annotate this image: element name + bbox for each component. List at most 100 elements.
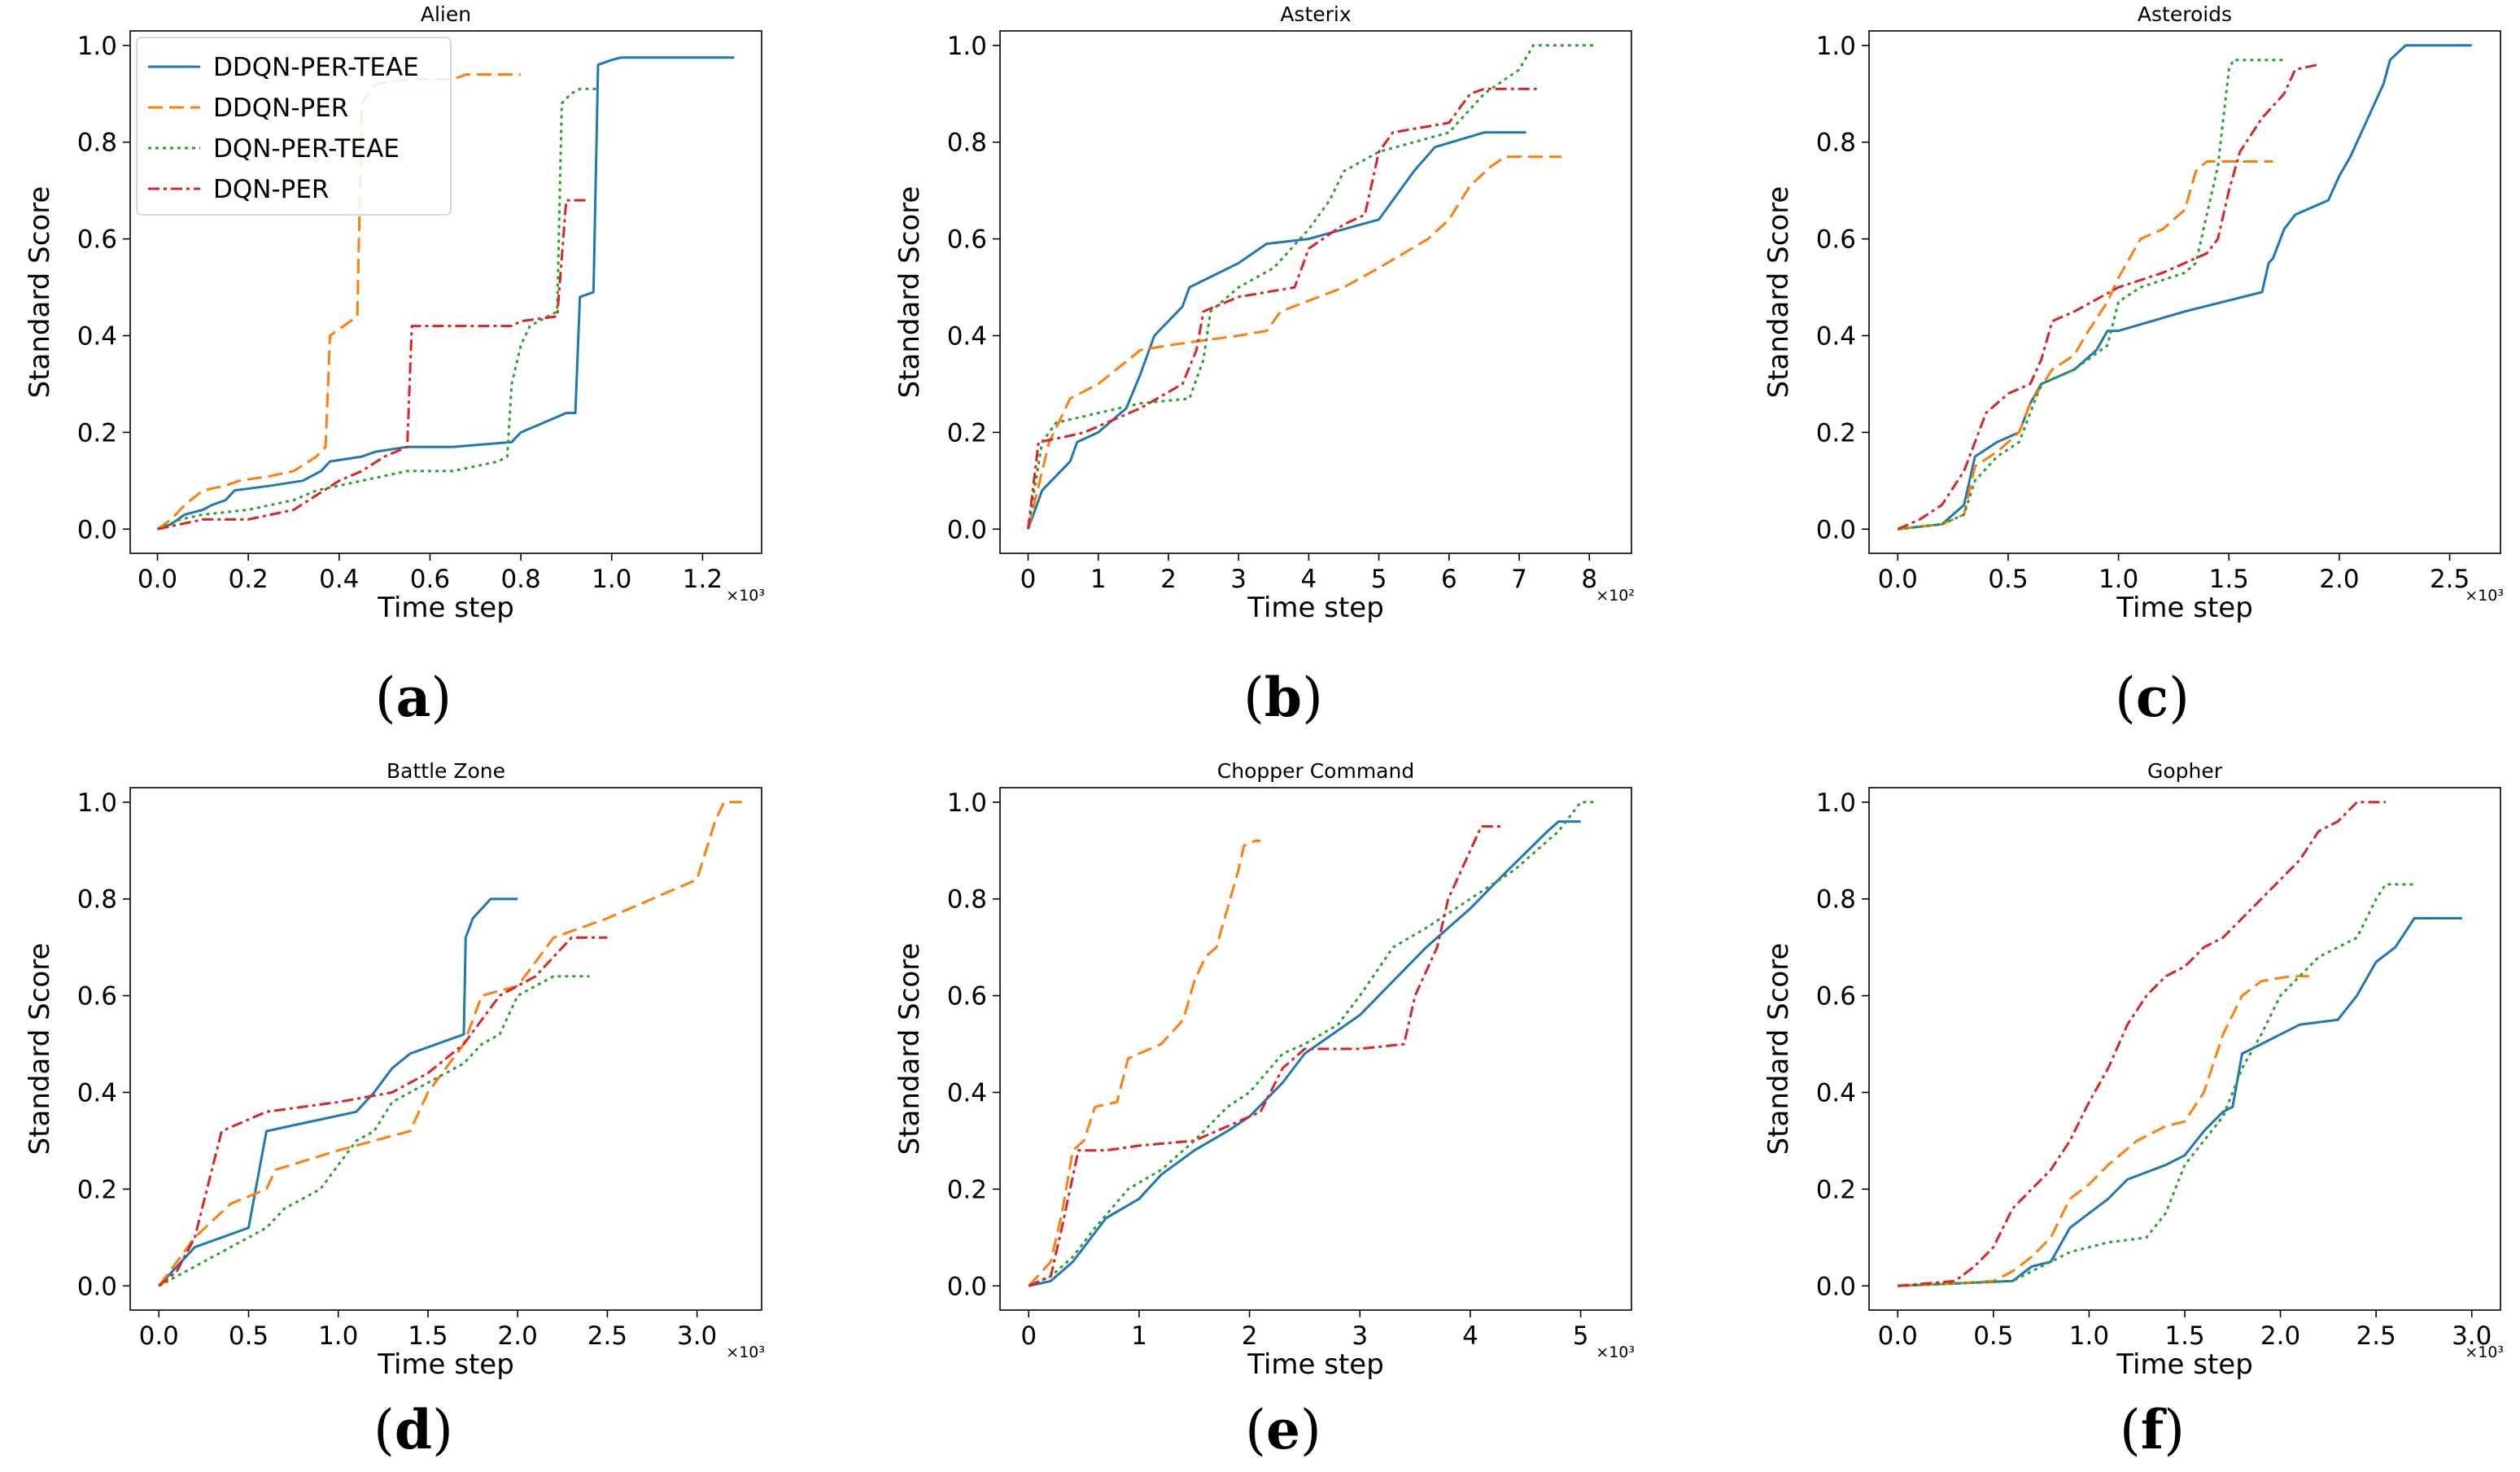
x-tick-label: 1 xyxy=(1090,565,1107,594)
y-tick-label: 0.8 xyxy=(947,885,987,915)
x-tick-label: 0.5 xyxy=(229,1321,269,1351)
panel-label: (c) xyxy=(2115,666,2190,729)
series-line-ddqn-per-teae xyxy=(1028,820,1581,1287)
y-tick-label: 0.8 xyxy=(77,129,117,158)
series-line-ddqn-per xyxy=(1027,155,1561,530)
x-tick-label: 4 xyxy=(1301,565,1317,594)
series-line-ddqn-per xyxy=(1898,975,2309,1287)
y-tick-label: 0.2 xyxy=(1816,418,1856,448)
chart-panel-d: Battle Zone 0.0 0.5 1.0 1.5 2.0 2.5 3.0 0.0 0.2 0.… xyxy=(24,759,765,1461)
y-tick-label: 0.0 xyxy=(1816,1272,1856,1301)
y-axis-label: Standard Score xyxy=(1762,186,1795,399)
y-axis-label: Standard Score xyxy=(893,186,926,399)
y-tick-label: 0.6 xyxy=(1816,982,1856,1011)
chart-title: Gopher xyxy=(2147,759,2223,783)
y-tick-label: 0.8 xyxy=(1816,129,1856,158)
x-tick-label: 3.0 xyxy=(2452,1321,2492,1351)
legend-label: DQN-PER xyxy=(213,175,329,204)
series-line-dqn-per-teae xyxy=(1898,59,2285,531)
series-line-ddqn-per-teae xyxy=(156,56,735,531)
y-tick-label: 0.4 xyxy=(77,322,117,352)
legend-label: DDQN-PER-TEAE xyxy=(213,53,419,82)
chart-title: Asterix xyxy=(1280,2,1351,26)
x-exponent-label: ×10³ xyxy=(726,1343,765,1361)
series-group xyxy=(1898,801,2462,1287)
series-line-dqn-per xyxy=(1898,801,2386,1287)
y-tick-label: 0.4 xyxy=(1816,1079,1856,1108)
y-tick-label: 0.6 xyxy=(1816,225,1856,255)
x-tick-label: 1.5 xyxy=(408,1321,448,1351)
series-line-dqn-per-teae xyxy=(156,87,598,531)
x-tick-label: 0.2 xyxy=(228,565,268,594)
x-tick-label: 0.5 xyxy=(1973,1321,2013,1351)
series-line-ddqn-per xyxy=(1028,839,1261,1287)
series-line-dqn-per xyxy=(157,199,589,531)
x-tick-label: 6 xyxy=(1441,565,1457,594)
y-tick-label: 0.2 xyxy=(77,418,117,448)
series-line-dqn-per xyxy=(1028,825,1504,1287)
y-tick-label: 0.2 xyxy=(947,1175,987,1204)
x-tick-label: 2.0 xyxy=(498,1321,538,1351)
series-group xyxy=(1028,801,1597,1287)
series-line-ddqn-per-teae xyxy=(1898,44,2472,531)
axes-frame xyxy=(999,30,1632,554)
x-tick-label: 3 xyxy=(1230,565,1247,594)
y-tick-label: 0.6 xyxy=(77,982,117,1011)
x-tick-label: 5 xyxy=(1371,565,1387,594)
x-axis-label: Time step xyxy=(377,1348,514,1381)
x-tick-label: 2 xyxy=(1160,565,1177,594)
x-tick-label: 2.0 xyxy=(2260,1321,2300,1351)
x-tick-label: 0 xyxy=(1020,1321,1037,1351)
legend-label: DDQN-PER xyxy=(213,94,348,123)
y-tick-label: 0.4 xyxy=(1816,322,1856,352)
chart-title: Chopper Command xyxy=(1217,759,1414,783)
series-line-dqn-per-teae xyxy=(1028,801,1597,1287)
chart-title: Asteroids xyxy=(2138,2,2232,26)
x-tick-label: 1.5 xyxy=(2164,1321,2204,1351)
chart-panel-e: Chopper Command 0 1 2 3 4 5 0.0 0.2 0.4 0.6 0.8 1.0 T… xyxy=(893,759,1635,1461)
chart-panel-b: Asterix 0 1 2 3 4 5 6 7 8 0.0 0.2 0.4 0.6 0.8 1.0 Time s… xyxy=(893,2,1635,729)
x-tick-label: 0.0 xyxy=(1878,565,1918,594)
axes-frame xyxy=(1868,787,2501,1311)
y-axis-label: Standard Score xyxy=(24,943,56,1155)
x-tick-label: 0.0 xyxy=(139,1321,179,1351)
x-exponent-label: ×10³ xyxy=(726,587,765,605)
x-axis-label: Time step xyxy=(377,592,514,624)
x-exponent-label: ×10³ xyxy=(1596,1343,1635,1361)
x-tick-label: 2.5 xyxy=(587,1321,627,1351)
series-line-dqn-per xyxy=(1027,87,1540,530)
y-tick-label: 0.6 xyxy=(77,225,117,255)
axes-frame xyxy=(129,787,762,1311)
series-line-ddqn-per-teae xyxy=(1027,131,1526,530)
x-exponent-label: ×10² xyxy=(1596,587,1635,605)
panel-label: (d) xyxy=(373,1398,453,1461)
legend-box xyxy=(136,37,452,216)
chart-panel-c: Asteroids 0.0 0.5 1.0 1.5 2.0 2.5 0.0 0.2 0.4 0.6 0… xyxy=(1762,2,2504,729)
series-line-ddqn-per xyxy=(158,801,742,1287)
x-tick-label: 2.5 xyxy=(2356,1321,2396,1351)
y-tick-label: 0.6 xyxy=(947,225,987,255)
chart-title: Alien xyxy=(421,2,471,26)
series-line-dqn-per-teae xyxy=(158,975,590,1287)
y-tick-label: 0.2 xyxy=(77,1175,117,1204)
y-tick-label: 1.0 xyxy=(1816,788,1856,818)
x-axis-label: Time step xyxy=(1247,592,1384,624)
legend-label: DQN-PER-TEAE xyxy=(213,134,400,164)
axes-frame xyxy=(1868,30,2501,554)
series-line-ddqn-per-teae xyxy=(158,898,518,1287)
y-axis-label: Standard Score xyxy=(893,943,926,1155)
y-tick-label: 1.0 xyxy=(1816,32,1856,61)
series-group xyxy=(1897,44,2472,531)
x-tick-label: 1.0 xyxy=(2099,565,2138,594)
x-axis-label: Time step xyxy=(1247,1348,1384,1381)
x-exponent-label: ×10³ xyxy=(2465,587,2504,605)
x-tick-label: 1.0 xyxy=(2069,1321,2109,1351)
x-tick-label: 0.6 xyxy=(410,565,450,594)
y-tick-label: 0.2 xyxy=(947,418,987,448)
x-tick-label: 0.5 xyxy=(1988,565,2028,594)
y-tick-label: 1.0 xyxy=(947,788,987,818)
x-tick-label: 2.0 xyxy=(2319,565,2359,594)
x-tick-label: 1.0 xyxy=(318,1321,358,1351)
series-group xyxy=(1027,44,1596,530)
